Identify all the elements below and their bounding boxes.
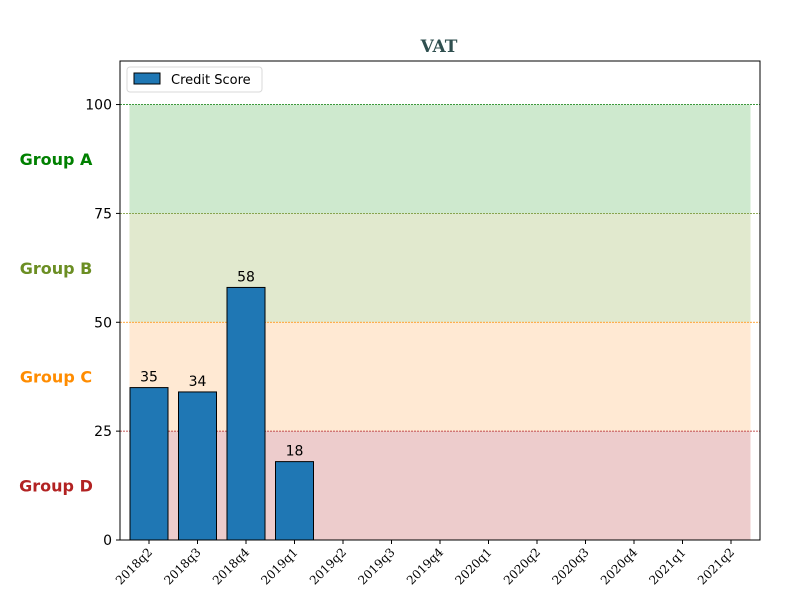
group-label-group-d: Group D xyxy=(19,477,93,496)
x-tick-label-2018q4: 2018q4 xyxy=(210,545,253,588)
bar-2018q2 xyxy=(129,387,169,541)
band-group-a xyxy=(129,104,751,214)
bar-series xyxy=(129,286,314,541)
bar-2018q4 xyxy=(226,286,266,541)
group-label-group-b: Group B xyxy=(20,259,93,278)
x-tick-label-2020q2: 2020q2 xyxy=(501,545,543,587)
x-tick-label-2021q2: 2021q2 xyxy=(695,545,737,587)
band-group-d xyxy=(129,431,751,540)
legend-swatch-credit-score xyxy=(133,72,161,85)
band-group-c xyxy=(129,322,751,432)
y-tick-label-50: 50 xyxy=(94,315,112,331)
legend-box xyxy=(126,66,263,93)
group-label-group-c: Group C xyxy=(20,368,92,387)
x-tick-label-2019q4: 2019q4 xyxy=(404,545,447,588)
x-tick-label-2019q3: 2019q3 xyxy=(355,545,397,587)
x-tick-label-2019q1: 2019q1 xyxy=(258,545,300,587)
x-tick-label-2018q3: 2018q3 xyxy=(161,545,203,587)
bar-value-label-2018q2: 35 xyxy=(140,370,158,386)
y-tick-label-100: 100 xyxy=(85,98,112,114)
bar-value-label-2018q3: 34 xyxy=(189,374,207,390)
x-tick-label-2019q2: 2019q2 xyxy=(307,545,349,587)
y-tick-label-25: 25 xyxy=(94,424,112,440)
chart-title: VAT xyxy=(420,37,458,57)
bar-value-labels: 35 34 58 18 xyxy=(140,269,303,459)
y-tick-label-75: 75 xyxy=(94,206,112,222)
bar-value-label-2019q1: 18 xyxy=(286,444,304,460)
x-tick-label-2021q1: 2021q1 xyxy=(646,545,688,587)
y-axis: 0 25 50 75 100 xyxy=(85,98,120,549)
band-group-b xyxy=(129,213,751,323)
bar-value-label-2018q4: 58 xyxy=(237,269,255,285)
x-tick-label-2020q3: 2020q3 xyxy=(549,545,591,587)
x-tick-label-2018q2: 2018q2 xyxy=(113,545,155,587)
group-labels: Group A Group B Group C Group D xyxy=(19,150,93,496)
legend: Credit Score xyxy=(126,66,263,93)
x-axis: 2018q2 2018q3 2018q4 2019q1 2019q2 2019q3 2019… xyxy=(113,540,737,588)
x-tick-label-2020q1: 2020q1 xyxy=(452,545,494,587)
legend-label-credit-score: Credit Score xyxy=(171,73,251,88)
y-tick-label-0: 0 xyxy=(103,533,112,549)
x-tick-label-2020q4: 2020q4 xyxy=(598,545,641,588)
bar-2018q3 xyxy=(178,391,217,541)
group-label-group-a: Group A xyxy=(20,150,93,169)
bar-2019q1 xyxy=(275,461,314,541)
